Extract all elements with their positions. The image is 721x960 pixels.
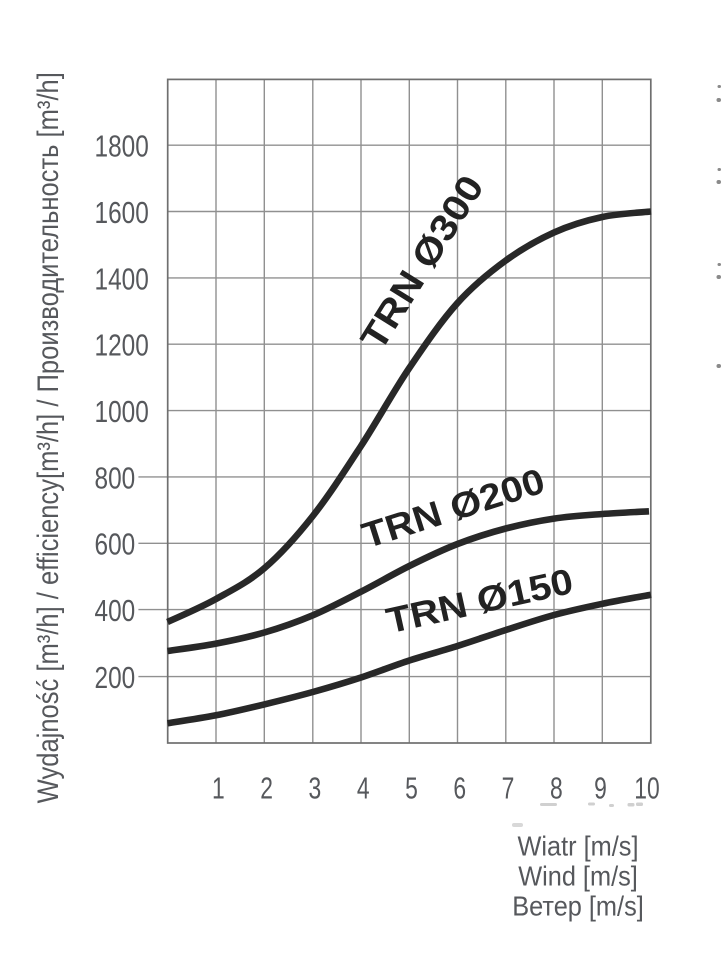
svg-text:Wiatr [m/s]: Wiatr [m/s] xyxy=(518,830,639,861)
svg-text:1600: 1600 xyxy=(95,195,149,229)
svg-text:200: 200 xyxy=(95,660,136,694)
svg-text:2: 2 xyxy=(260,771,273,805)
svg-text:3: 3 xyxy=(309,771,322,805)
svg-text:1200: 1200 xyxy=(95,328,149,362)
svg-text:800: 800 xyxy=(95,461,136,495)
svg-text:400: 400 xyxy=(95,593,136,627)
svg-text:Wydajność [m³/h] / efficiency[: Wydajność [m³/h] / efficiency[m³/h] / Пр… xyxy=(31,72,64,803)
svg-text:9: 9 xyxy=(594,771,607,805)
svg-text:Ветер [m/s]: Ветер [m/s] xyxy=(512,890,644,921)
svg-text:6: 6 xyxy=(453,771,466,805)
svg-text:1400: 1400 xyxy=(95,262,149,296)
svg-text:600: 600 xyxy=(95,527,136,561)
svg-text:1000: 1000 xyxy=(95,394,149,428)
svg-text:1: 1 xyxy=(212,771,225,805)
svg-text:7: 7 xyxy=(502,771,515,805)
svg-text:5: 5 xyxy=(405,771,418,805)
svg-text:10: 10 xyxy=(634,771,659,805)
svg-text:4: 4 xyxy=(357,771,370,805)
svg-text:1800: 1800 xyxy=(95,129,149,163)
svg-text:8: 8 xyxy=(550,771,563,805)
svg-text:Wind [m/s]: Wind [m/s] xyxy=(518,860,638,891)
